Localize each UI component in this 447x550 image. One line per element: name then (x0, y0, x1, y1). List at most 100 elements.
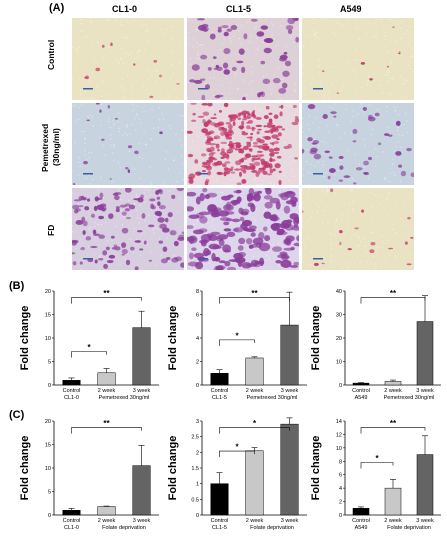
micrograph-fd-cl1-0 (72, 188, 184, 270)
treatment-label: Pemetrexed 30ng/ml (384, 395, 435, 401)
y-tick-label: 2 (196, 450, 199, 456)
significance-bracket (360, 427, 426, 434)
category-label: 3 week (133, 518, 151, 524)
treatment-label: Pemetrexed 30ng/ml (247, 395, 298, 401)
bar-chart-b-cl1-5: Fold change 0 2 4 6 8 Control 2 week 3 week CL1-5… (167, 283, 313, 416)
y-axis-label: Fold change (19, 436, 31, 501)
y-tick-label: 6 (196, 313, 199, 319)
y-axis-label: Fold change (167, 436, 179, 501)
bar-2-week (384, 381, 402, 386)
y-tick-label: 6 (339, 473, 342, 479)
cell-line-label: CL1-0 (64, 395, 79, 401)
micrograph-fd-a549 (302, 188, 414, 270)
y-tick-label: 5 (48, 360, 51, 366)
y-tick-label: 15 (45, 313, 51, 319)
chart-svg: Fold change 0 10 20 30 40 Control 2 week 3 week A… (310, 289, 441, 401)
y-tick-label: 3 (196, 419, 199, 425)
bar-chart-c-cl1-5: Fold change 0 0.5 1 1.5 2 2.5 3 Control 2 week 3 w… (167, 413, 313, 546)
significance-marker: ** (390, 289, 397, 298)
row-header-fd: FD (46, 224, 56, 236)
column-header-cl1-0: CL1-0 (112, 4, 138, 14)
significance-marker: ** (251, 289, 258, 298)
significance-marker: ** (390, 419, 397, 428)
significance-marker: * (253, 419, 257, 428)
micrograph-pemetrexed-cl1-5 (187, 103, 299, 185)
category-label: Control (211, 388, 229, 394)
row-header-control: Control (46, 39, 56, 70)
y-tick-label: 0 (48, 513, 51, 519)
y-tick-label: 30 (336, 313, 342, 319)
category-label: 2 week (384, 518, 402, 524)
y-tick-label: 12 (336, 432, 342, 438)
micrograph-control-a549 (302, 18, 414, 100)
y-tick-label: 14 (336, 419, 342, 425)
bar-2-week (245, 450, 264, 516)
category-label: Control (63, 388, 81, 394)
significance-marker: ** (103, 289, 110, 298)
category-label: 3 week (281, 518, 299, 524)
y-tick-label: 0 (339, 513, 342, 519)
chart-svg: Fold change 0 2 4 6 8 Control 2 week 3 week CL1-5… (167, 289, 307, 401)
y-tick-label: 8 (196, 289, 199, 295)
y-tick-label: 20 (45, 419, 51, 425)
micrograph-control-cl1-5 (187, 18, 299, 100)
y-tick-label: 0 (196, 513, 199, 519)
bar-control (352, 508, 370, 516)
treatment-label: Folate deprivation (387, 525, 431, 531)
category-label: Control (352, 518, 370, 524)
column-header-cl1-5: CL1-5 (226, 4, 252, 14)
chart-svg: Fold change 0 5 10 15 20 Control 2 week 3 week CL… (19, 289, 159, 401)
y-tick-label: 10 (45, 336, 51, 342)
bar-3-week (416, 321, 434, 386)
category-label: 3 week (416, 518, 434, 524)
bar-chart-c-a549: Fold change 0 2 4 6 8 10 12 14 Control 2 week 3 wee… (310, 413, 447, 546)
category-label: 2 week (246, 518, 264, 524)
column-header-a549: A549 (340, 4, 362, 14)
bar-control (62, 380, 81, 386)
y-tick-label: 8 (339, 459, 342, 465)
significance-bracket (360, 297, 426, 304)
treatment-label: Folate deprivation (102, 525, 146, 531)
row-header-pemetrexed: Pemetrexed (40, 123, 50, 172)
y-tick-label: 0 (339, 383, 342, 389)
significance-marker: * (375, 454, 379, 463)
bar-3-week (132, 327, 151, 386)
significance-bracket (219, 450, 255, 458)
significance-marker: ** (103, 419, 110, 428)
chart-svg: Fold change 0 0.5 1 1.5 2 2.5 3 Control 2 week 3 w… (167, 417, 307, 531)
micrograph-pemetrexed-cl1-0 (72, 103, 184, 185)
category-label: 3 week (133, 388, 151, 394)
bar-3-week (416, 454, 434, 516)
micrograph-pemetrexed-a549 (302, 103, 414, 185)
y-tick-label: 40 (336, 289, 342, 295)
bar-control (352, 382, 370, 386)
y-tick-label: 5 (48, 490, 51, 496)
category-label: 3 week (416, 388, 434, 394)
y-axis-label: Fold change (310, 436, 322, 501)
bar-control (62, 510, 81, 516)
treatment-label: Folate deprivation (250, 525, 294, 531)
category-label: Control (352, 388, 370, 394)
y-tick-label: 0 (48, 383, 51, 389)
cell-line-label: CL1-5 (212, 395, 227, 401)
y-tick-label: 2 (339, 500, 342, 506)
y-tick-label: 10 (336, 360, 342, 366)
y-tick-label: 20 (45, 289, 51, 295)
bar-control (210, 373, 229, 386)
significance-bracket (360, 462, 394, 469)
bar-3-week (132, 465, 151, 516)
chart-svg: Fold change 0 2 4 6 8 10 12 14 Control 2 week 3 wee… (310, 419, 441, 531)
row-header-pemetrexed-dose: (30ng/ml) (51, 128, 61, 166)
panel-c-label: (C) (9, 409, 25, 421)
bar-3-week (280, 324, 299, 386)
panel-a-label: (A) (49, 2, 65, 14)
bar-2-week (97, 506, 116, 516)
significance-bracket (71, 427, 142, 434)
cell-line-label: CL1-5 (212, 525, 227, 531)
y-tick-label: 2 (196, 360, 199, 366)
bar-chart-b-a549: Fold change 0 10 20 30 40 Control 2 week 3 week A… (310, 283, 447, 416)
significance-bracket (71, 297, 142, 304)
y-tick-label: 4 (196, 336, 199, 342)
significance-marker: * (235, 443, 239, 452)
cell-line-label: A549 (355, 395, 368, 401)
